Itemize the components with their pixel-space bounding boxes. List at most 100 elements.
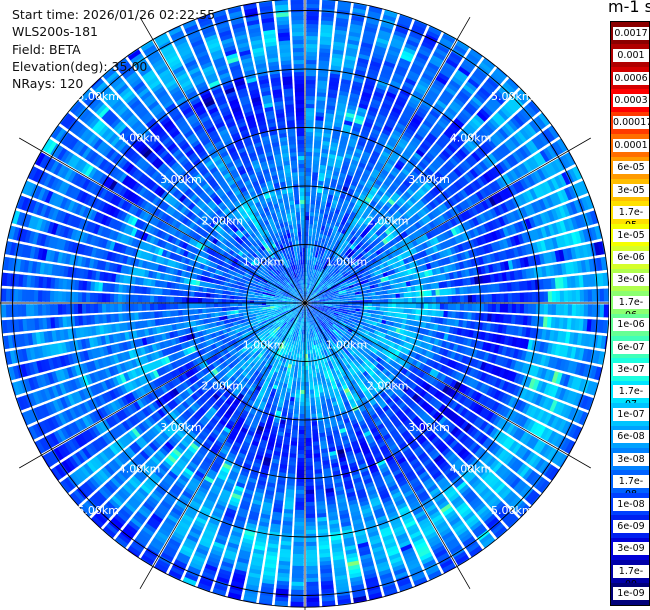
ray-gate bbox=[320, 160, 327, 166]
ray-gate bbox=[305, 247, 308, 253]
ray-gate bbox=[429, 129, 440, 139]
ray-gate bbox=[391, 106, 403, 115]
ray-gate bbox=[383, 10, 398, 19]
ray-gate bbox=[322, 278, 327, 283]
ray-gate bbox=[314, 287, 319, 292]
ray-gate bbox=[451, 100, 463, 111]
ray-gate bbox=[311, 259, 314, 265]
ray-gate bbox=[374, 164, 383, 172]
ray-gate bbox=[383, 303, 389, 307]
ray-gate bbox=[325, 222, 331, 228]
ray-gate bbox=[306, 287, 309, 293]
ray-gate bbox=[320, 23, 333, 30]
ray-gate bbox=[321, 152, 329, 158]
ray-gate bbox=[431, 82, 444, 92]
ray-gate bbox=[319, 271, 323, 277]
ray-gate bbox=[443, 129, 454, 140]
ray-gate bbox=[320, 200, 327, 207]
ray-gate bbox=[427, 132, 438, 142]
ray-gate bbox=[314, 139, 322, 145]
ray-gate bbox=[365, 143, 375, 151]
ray-gate bbox=[324, 275, 329, 280]
ray-gate bbox=[309, 288, 313, 294]
ray-gate bbox=[305, 397, 310, 403]
ray-gate bbox=[398, 57, 412, 66]
ray-gate bbox=[375, 178, 383, 187]
ray-gate bbox=[324, 226, 330, 232]
ray-gate bbox=[321, 237, 326, 243]
ray-gate bbox=[305, 405, 311, 411]
ray-gate bbox=[301, 377, 305, 383]
ray-gate bbox=[317, 75, 328, 82]
ray-gate bbox=[401, 49, 415, 59]
ray-gate bbox=[316, 279, 320, 284]
ray-gate bbox=[305, 191, 311, 197]
ray-gate bbox=[308, 288, 312, 293]
ray-gate bbox=[310, 207, 315, 213]
ray-gate bbox=[410, 170, 420, 179]
ray-gate bbox=[387, 158, 396, 166]
ray-gate bbox=[446, 126, 457, 137]
ray-gate bbox=[318, 280, 323, 286]
ray-gate bbox=[335, 304, 341, 307]
ray-gate bbox=[322, 233, 327, 240]
ray-gate bbox=[315, 107, 325, 113]
ray-gate bbox=[408, 158, 418, 167]
ray-gate bbox=[378, 29, 392, 38]
ray-gate bbox=[316, 91, 327, 98]
ray-gate bbox=[380, 196, 388, 204]
ray-gate bbox=[396, 64, 408, 74]
ray-gate bbox=[309, 215, 314, 221]
ray-gate bbox=[400, 152, 410, 161]
ray-gate bbox=[423, 154, 433, 164]
ray-gate bbox=[385, 90, 397, 99]
ray-gate bbox=[414, 132, 424, 142]
ray-gate bbox=[310, 195, 316, 201]
ray-gate bbox=[298, 433, 305, 439]
ray-gate bbox=[407, 100, 418, 110]
ray-gate bbox=[300, 401, 305, 407]
ray-gate bbox=[371, 128, 381, 136]
ray-gate bbox=[321, 3, 335, 10]
ray-gate bbox=[309, 259, 312, 265]
ray-gate bbox=[316, 87, 327, 94]
ray-gate bbox=[311, 281, 315, 286]
ray-gate bbox=[457, 40, 470, 49]
ray-gate bbox=[309, 219, 314, 225]
ray-gate bbox=[406, 73, 419, 83]
ray-gate bbox=[375, 303, 381, 307]
ray-gate bbox=[391, 75, 404, 85]
ray-gate bbox=[316, 269, 320, 275]
ray-gate bbox=[422, 119, 434, 129]
ray-gate bbox=[331, 304, 337, 307]
ray-gate bbox=[361, 91, 372, 99]
ray-gate bbox=[375, 142, 385, 151]
ray-gate bbox=[307, 271, 310, 277]
ray-gate bbox=[305, 365, 309, 371]
ray-gate bbox=[325, 252, 331, 258]
ray-gate bbox=[320, 31, 333, 38]
ray-gate bbox=[316, 274, 320, 279]
ray-gate bbox=[320, 277, 325, 282]
ray-gate bbox=[407, 142, 417, 152]
ray-gate bbox=[449, 51, 463, 62]
ray-gate bbox=[305, 255, 308, 261]
ray-gate bbox=[381, 150, 391, 158]
ray-gate bbox=[394, 26, 409, 35]
ray-gate bbox=[306, 59, 317, 65]
ray-gate bbox=[396, 159, 406, 168]
ray-gate bbox=[418, 126, 429, 135]
ray-gate bbox=[420, 122, 431, 132]
ray-gate bbox=[324, 238, 329, 245]
ray-gate bbox=[328, 253, 333, 259]
ray-gate bbox=[317, 279, 322, 285]
ray-gate bbox=[385, 143, 395, 152]
ray-gate bbox=[305, 295, 308, 301]
ray-gate bbox=[363, 83, 375, 91]
ray-gate bbox=[372, 196, 380, 204]
ray-gate bbox=[306, 19, 319, 25]
ray-gate bbox=[305, 275, 307, 281]
ray-gate bbox=[408, 173, 417, 182]
ray-gate bbox=[325, 271, 330, 276]
ray-gate bbox=[377, 157, 387, 165]
